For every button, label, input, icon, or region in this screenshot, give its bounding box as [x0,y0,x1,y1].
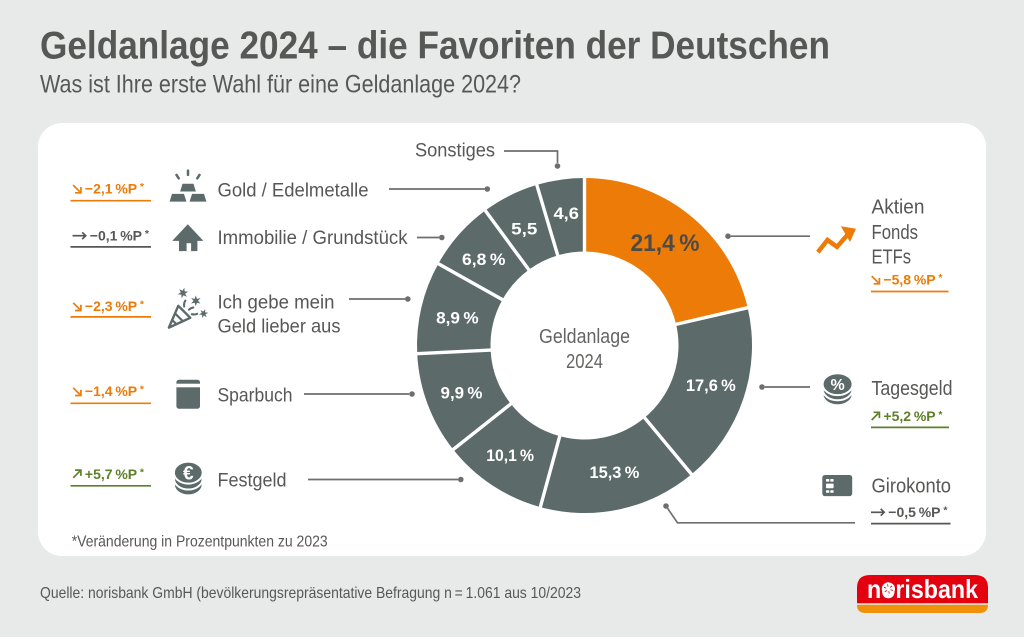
svg-text:Geld lieber aus: Geld lieber aus [218,315,341,337]
svg-text:Gold / Edelmetalle: Gold / Edelmetalle [218,180,369,202]
svg-text:Geldanlage 2024 – die Favorite: Geldanlage 2024 – die Favoriten der Deut… [40,25,830,68]
svg-text:10,1 %: 10,1 % [486,446,534,465]
svg-text:Fonds: Fonds [872,222,919,244]
svg-text:*Veränderung in Prozentpunkten: *Veränderung in Prozentpunkten zu 2023 [72,533,328,550]
svg-text:6,8 %: 6,8 % [462,250,505,269]
svg-text:−1,4 %P *: −1,4 %P * [85,383,145,399]
svg-text:Sonstiges: Sonstiges [415,140,495,162]
svg-text:Was ist Ihre erste Wahl für ei: Was ist Ihre erste Wahl für eine Geldanl… [40,71,521,99]
svg-text:−0,5 %P *: −0,5 %P * [888,504,948,520]
svg-text:8,9 %: 8,9 % [436,308,479,327]
svg-text:Sparbuch: Sparbuch [218,385,293,407]
svg-text:Festgeld: Festgeld [218,470,287,492]
svg-text:17,6 %: 17,6 % [686,376,736,395]
svg-text:21,4 %: 21,4 % [631,230,700,257]
svg-text:Quelle: norisbank GmbH (bevölk: Quelle: norisbank GmbH (bevölkerungsrepr… [40,585,581,602]
svg-text:+5,7 %P *: +5,7 %P * [85,466,145,482]
svg-text:%: % [830,377,844,394]
svg-text:4,6: 4,6 [554,204,579,223]
svg-text:15,3 %: 15,3 % [590,463,640,482]
svg-text:Geldanlage: Geldanlage [539,325,630,348]
svg-text:+5,2 %P *: +5,2 %P * [883,408,943,424]
svg-text:Immobilie / Grundstück: Immobilie / Grundstück [218,227,408,249]
svg-text:Ich gebe mein: Ich gebe mein [218,291,335,313]
svg-text:−0,1 %P *: −0,1 %P * [90,227,150,243]
svg-text:Girokonto: Girokonto [872,476,952,498]
svg-text:Aktien: Aktien [872,196,925,218]
svg-text:−2,3 %P *: −2,3 %P * [85,298,145,314]
svg-text:2024: 2024 [566,350,603,373]
svg-text:−2,1 %P *: −2,1 %P * [85,180,145,196]
svg-text:Tagesgeld: Tagesgeld [872,378,953,400]
svg-text:5,5: 5,5 [511,220,537,239]
svg-text:−5,8 %P *: −5,8 %P * [883,271,943,287]
svg-text:ETFs: ETFs [872,246,912,268]
svg-text:9,9 %: 9,9 % [441,383,483,402]
svg-text:€: € [183,464,194,485]
